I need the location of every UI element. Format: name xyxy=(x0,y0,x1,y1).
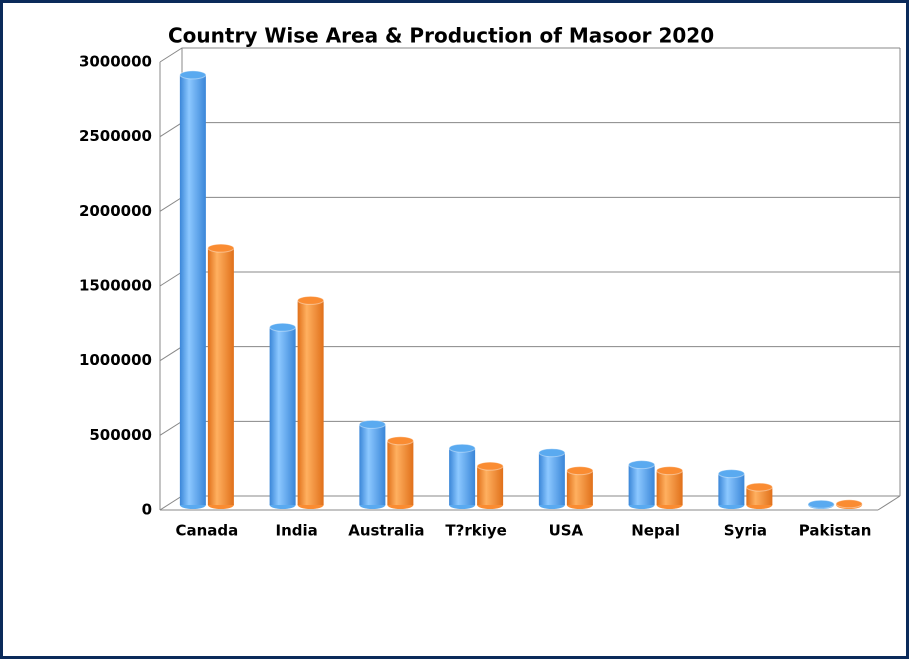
bar-top xyxy=(386,436,414,446)
bar-top xyxy=(207,243,235,253)
bar xyxy=(746,487,773,505)
bar xyxy=(566,470,593,505)
bar xyxy=(718,473,745,505)
bar-top xyxy=(476,461,504,471)
bar-top xyxy=(358,419,386,429)
bar xyxy=(269,327,296,505)
x-tick-label: Pakistan xyxy=(799,522,872,540)
x-tick-label: Canada xyxy=(175,522,238,540)
bar xyxy=(628,464,655,505)
bar-top xyxy=(269,322,297,332)
x-tick-label: Nepal xyxy=(631,522,680,540)
bar xyxy=(207,248,234,505)
bar-top xyxy=(835,499,863,509)
bar-top xyxy=(566,466,594,476)
y-tick-label: 2000000 xyxy=(79,202,152,220)
bar xyxy=(359,424,386,505)
bar-top xyxy=(538,448,566,458)
bar-top xyxy=(628,460,656,470)
y-tick-label: 500000 xyxy=(89,426,152,444)
bar-top xyxy=(448,443,476,453)
bar-top xyxy=(297,295,325,305)
y-tick-label: 1500000 xyxy=(79,277,152,295)
x-tick-label: Australia xyxy=(348,522,424,540)
y-tick-label: 3000000 xyxy=(79,53,152,71)
bar xyxy=(449,448,476,505)
grid-line xyxy=(159,47,900,63)
y-tick-label: 2500000 xyxy=(79,127,152,145)
y-tick-label: 0 xyxy=(142,501,152,519)
bar-top xyxy=(807,499,835,509)
bar xyxy=(538,452,565,505)
x-tick-label: India xyxy=(275,522,317,540)
x-tick-label: T?rkiye xyxy=(445,522,506,540)
chart-title: Country Wise Area & Production of Masoor… xyxy=(168,24,714,48)
x-tick-label: Syria xyxy=(724,522,767,540)
bar xyxy=(297,300,324,505)
bar xyxy=(179,74,206,506)
bar-top xyxy=(745,482,773,492)
bar-top xyxy=(656,466,684,476)
bar-top xyxy=(179,70,207,80)
bar-top xyxy=(717,469,745,479)
x-tick-label: USA xyxy=(549,522,584,540)
y-tick-label: 1000000 xyxy=(79,351,152,369)
bar xyxy=(387,440,414,505)
bar xyxy=(656,470,683,505)
bar xyxy=(477,466,504,505)
